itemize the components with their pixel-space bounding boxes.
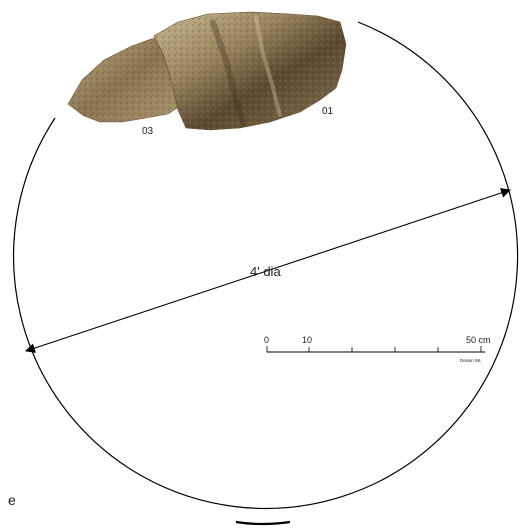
diameter-arrow — [25, 188, 511, 353]
rim-circle-outline — [12, 21, 519, 510]
rim-bottom-mark — [235, 520, 291, 526]
drawing-credit: Dessin ML — [460, 358, 482, 363]
fragment-label-03: 03 — [142, 126, 154, 137]
scale-bar: 0 10 50 cm Dessin ML — [264, 335, 491, 363]
panel-letter: e — [8, 492, 16, 508]
diameter-label: 4' dia — [250, 264, 281, 279]
fragment-01 — [153, 11, 347, 131]
scale-tick-label-50: 50 cm — [466, 335, 491, 345]
scale-tick-label-10: 10 — [302, 335, 312, 345]
fragment-label-01: 01 — [322, 106, 334, 117]
fragment-03 — [67, 37, 181, 123]
scale-tick-label-0: 0 — [264, 335, 269, 345]
